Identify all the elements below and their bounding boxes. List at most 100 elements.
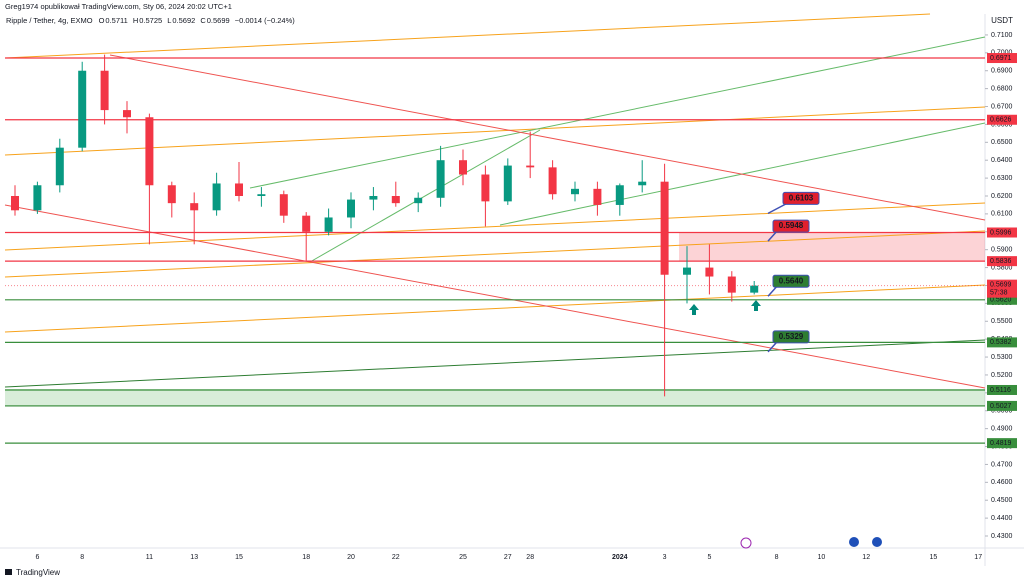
x-tick-label: 5: [707, 554, 711, 561]
candle-body: [683, 267, 691, 275]
candle-body: [638, 181, 647, 186]
trend-lines: [4, 13, 986, 389]
level-label: 0.6971: [990, 55, 1012, 62]
y-tick-label: 0.5000: [991, 408, 1013, 415]
signal-arrows: [689, 300, 761, 315]
callout-pointer: [767, 202, 788, 215]
candle-body: [190, 203, 199, 211]
candle-body: [571, 188, 579, 195]
arrow-up: [689, 304, 699, 315]
y-tick-label: 0.7100: [991, 32, 1013, 39]
y-tick-label: 0.5500: [991, 318, 1013, 325]
ohlc-key: C: [200, 16, 206, 25]
callout-pointer: [767, 341, 778, 353]
level-tag: [987, 256, 1017, 267]
y-tick-label: 0.6800: [991, 85, 1013, 92]
x-tick-label: 6: [35, 554, 39, 561]
callout-box: [782, 191, 820, 205]
event-icons: [740, 537, 882, 549]
candle-body: [100, 70, 109, 111]
candle-body: [55, 147, 64, 186]
trend-line: [4, 13, 931, 59]
candle-body: [33, 185, 42, 211]
last-price-label: 0.5699: [990, 281, 1012, 288]
trend-line: [109, 54, 986, 221]
symbol: Ripple / Tether, 4g, EXMO: [6, 16, 93, 25]
y-tick-label: 0.6100: [991, 211, 1013, 218]
y-tick-label: 0.5300: [991, 354, 1013, 361]
candle-body: [727, 276, 736, 293]
y-tick-label: 0.6900: [991, 68, 1013, 75]
level-tag: [987, 438, 1017, 449]
callout-label: 0.5329: [779, 332, 804, 341]
candle-body: [660, 181, 669, 275]
callout-label: 0.5640: [779, 276, 804, 285]
resistance-zone: [679, 232, 985, 261]
level-label: 0.6626: [990, 117, 1012, 124]
candle-body: [414, 197, 423, 204]
y-tick-label: 0.6500: [991, 139, 1013, 146]
candle-body: [593, 188, 602, 205]
candle-body: [391, 195, 400, 204]
x-tick-label: 13: [190, 554, 198, 561]
x-tick-label: 18: [302, 554, 310, 561]
ohlc-value: 0.5725: [139, 16, 162, 25]
x-tick-label: 8: [80, 554, 84, 561]
x-tick-label: 15: [930, 554, 938, 561]
ohlc-readout: O 0.5711 H 0.5725 L 0.5692 C 0.5699 −0.0014 (−0.…: [99, 16, 296, 25]
y-tick-label: 0.6200: [991, 193, 1013, 200]
last-price-tag: [987, 279, 1017, 298]
callout-label: 0.5948: [779, 221, 804, 230]
candle-body: [279, 194, 288, 216]
level-label: 0.5116: [990, 387, 1011, 394]
ohlc-key: L: [167, 16, 171, 25]
level-label: 0.5996: [990, 229, 1012, 236]
x-tick-label: 12: [862, 554, 870, 561]
countdown: 57:38: [990, 289, 1008, 296]
logo-mark: [5, 569, 12, 575]
ohlc-value: 0.5711: [105, 16, 127, 25]
candle-body: [459, 160, 467, 175]
candle-body: [324, 217, 333, 232]
trend-line: [4, 230, 986, 278]
ohlc-key: H: [133, 16, 138, 25]
candle-body: [235, 183, 243, 196]
candle-body: [503, 165, 512, 202]
callout-box: [772, 274, 810, 288]
arrow-up: [751, 300, 761, 311]
level-tag: [987, 53, 1017, 64]
y-tick-label: 0.6700: [991, 103, 1013, 110]
x-tick-label: 17: [974, 554, 982, 561]
level-tag: [987, 114, 1017, 125]
level-label: 0.5382: [990, 339, 1012, 346]
y-tick-label: 0.4300: [991, 533, 1013, 540]
y-tick-label: 0.5200: [991, 372, 1013, 379]
event-icon: [849, 537, 859, 547]
candle-body: [436, 160, 445, 198]
candle-body: [548, 167, 557, 195]
candle-body: [257, 194, 266, 196]
level-tag: [987, 400, 1017, 411]
y-tick-label: 0.6400: [991, 157, 1013, 164]
x-tick-label: 27: [504, 554, 512, 561]
candle-body: [145, 117, 154, 186]
candle-body: [302, 215, 311, 232]
callout-pointer: [767, 285, 778, 297]
currency: USDT: [991, 16, 1013, 25]
x-tick-label: 11: [146, 554, 153, 561]
y-tick-label: 0.4700: [991, 461, 1013, 468]
callout-label: 0.6103: [789, 193, 814, 202]
y-tick-label: 0.6300: [991, 175, 1013, 182]
x-tick-label: 25: [459, 554, 467, 561]
ohlc-key: O: [99, 16, 105, 25]
callout-box: [772, 219, 810, 233]
candle-body: [615, 185, 624, 205]
candle-body: [167, 185, 176, 204]
candle-body: [347, 199, 355, 218]
trend-line: [4, 339, 986, 388]
brand: TradingView: [16, 568, 60, 577]
change: −0.0014 (−0.24%): [235, 16, 296, 25]
x-tick-label: 2024: [612, 554, 628, 561]
level-label: 0.4819: [990, 440, 1012, 447]
